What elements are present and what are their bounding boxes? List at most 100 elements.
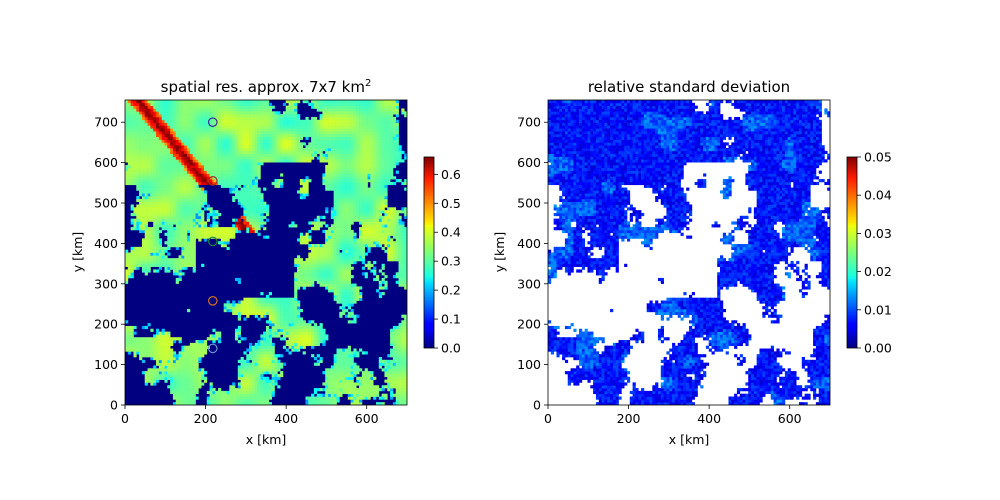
left-heatmap-cell xyxy=(375,227,380,231)
left-heatmap-cell xyxy=(167,258,171,262)
left-heatmap-cell xyxy=(229,184,233,188)
left-heatmap-cell xyxy=(390,218,394,222)
left-heatmap-cell xyxy=(127,337,131,341)
left-heatmap-cell xyxy=(356,153,360,157)
left-heatmap-cell xyxy=(181,351,185,355)
left-heatmap-cell xyxy=(150,382,154,386)
left-heatmap-cell xyxy=(189,402,194,405)
left-heatmap-cell xyxy=(189,232,194,236)
left-heatmap-cell xyxy=(184,359,188,363)
left-heatmap-cell xyxy=(361,210,366,214)
left-heatmap-cell xyxy=(316,221,320,225)
left-heatmap-cell xyxy=(280,325,284,330)
left-heatmap-cell xyxy=(147,263,151,267)
left-heatmap-cell xyxy=(156,359,160,363)
left-heatmap-cell xyxy=(285,306,289,310)
left-heatmap-cell xyxy=(325,246,329,251)
left-heatmap-cell xyxy=(161,159,165,163)
left-heatmap-cell xyxy=(390,181,394,186)
left-heatmap-cell xyxy=(203,342,208,347)
left-heatmap-cell xyxy=(150,167,154,171)
left-heatmap-cell xyxy=(381,148,385,152)
left-heatmap-cell xyxy=(297,148,301,152)
left-heatmap-cell xyxy=(370,162,374,166)
left-heatmap-cell xyxy=(319,244,323,248)
left-heatmap-cell xyxy=(381,359,385,363)
left-heatmap-cell xyxy=(184,260,188,265)
left-heatmap-cell xyxy=(359,148,363,152)
left-heatmap-cell xyxy=(364,167,368,171)
left-heatmap-cell xyxy=(271,331,275,335)
left-heatmap-cell xyxy=(370,229,374,234)
left-heatmap-cell xyxy=(367,376,371,380)
left-heatmap-cell xyxy=(170,215,174,219)
left-heatmap-cell xyxy=(136,179,140,183)
left-heatmap-cell xyxy=(364,229,368,234)
left-heatmap-cell xyxy=(319,337,323,341)
left-heatmap-cell xyxy=(336,297,340,301)
left-heatmap-cell xyxy=(240,170,244,174)
left-heatmap-cell xyxy=(184,376,188,380)
left-heatmap-cell xyxy=(218,156,222,160)
left-heatmap-cell xyxy=(339,167,343,171)
left-heatmap-cell xyxy=(370,167,374,171)
left-heatmap-cell xyxy=(356,402,360,405)
left-heatmap-cell xyxy=(266,328,270,332)
left-heatmap-cell xyxy=(237,388,241,392)
left-heatmap-cell xyxy=(299,308,304,313)
left-heatmap-cell xyxy=(274,153,278,157)
left-heatmap-cell xyxy=(206,207,210,211)
left-heatmap-cell xyxy=(330,227,335,231)
left-heatmap-cell xyxy=(158,159,163,163)
left-heatmap-cell xyxy=(178,218,182,222)
left-heatmap-cell xyxy=(226,390,230,395)
left-heatmap-cell xyxy=(198,159,202,163)
left-heatmap-cell xyxy=(139,150,143,154)
left-heatmap-cell xyxy=(187,255,191,259)
left-heatmap-cell xyxy=(350,244,354,248)
left-heatmap-cell xyxy=(398,153,402,157)
left-heatmap-cell xyxy=(257,342,261,347)
left-heatmap-cell xyxy=(342,246,346,251)
left-heatmap-cell xyxy=(268,382,272,386)
left-heatmap-cell xyxy=(313,390,318,395)
left-heatmap-cell xyxy=(387,142,391,146)
left-heatmap-cell xyxy=(328,390,332,395)
left-heatmap-cell xyxy=(390,148,394,152)
left-heatmap-cell xyxy=(195,145,199,149)
left-heatmap-cell xyxy=(158,148,163,152)
left-heatmap-cell xyxy=(313,399,318,403)
left-heatmap-cell xyxy=(364,232,368,236)
left-heatmap-cell xyxy=(260,379,264,383)
left-heatmap-cell xyxy=(359,238,363,242)
left-heatmap-cell xyxy=(178,399,182,403)
left-heatmap-cell xyxy=(381,167,385,171)
left-heatmap-cell xyxy=(294,289,298,293)
left-heatmap-cell xyxy=(271,388,275,392)
left-heatmap-cell xyxy=(175,280,179,284)
left-heatmap-cell xyxy=(192,224,196,228)
left-heatmap-cell xyxy=(127,170,131,174)
left-heatmap-cell xyxy=(336,263,340,267)
left-heatmap-cell xyxy=(167,190,171,194)
left-heatmap-cell xyxy=(302,342,306,347)
left-heatmap-cell xyxy=(333,294,337,299)
left-heatmap-cell xyxy=(339,263,343,267)
left-heatmap-cell xyxy=(302,286,306,290)
left-heatmap-cell xyxy=(164,190,168,194)
left-heatmap-cell xyxy=(359,190,363,194)
left-heatmap-cell xyxy=(195,356,199,361)
left-heatmap-cell xyxy=(263,340,267,344)
left-heatmap-cell xyxy=(285,328,289,332)
left-heatmap-cell xyxy=(254,156,258,160)
left-heatmap-cell xyxy=(153,196,157,200)
left-heatmap-cell xyxy=(125,260,129,265)
left-heatmap-cell xyxy=(125,325,129,330)
left-heatmap-cell xyxy=(201,215,205,219)
left-heatmap-cell xyxy=(395,362,399,366)
left-heatmap-cell xyxy=(246,212,250,217)
left-heatmap-cell xyxy=(370,159,374,163)
left-heatmap-cell xyxy=(350,232,354,236)
left-heatmap-cell xyxy=(302,190,306,194)
left-heatmap-cell xyxy=(387,218,391,222)
